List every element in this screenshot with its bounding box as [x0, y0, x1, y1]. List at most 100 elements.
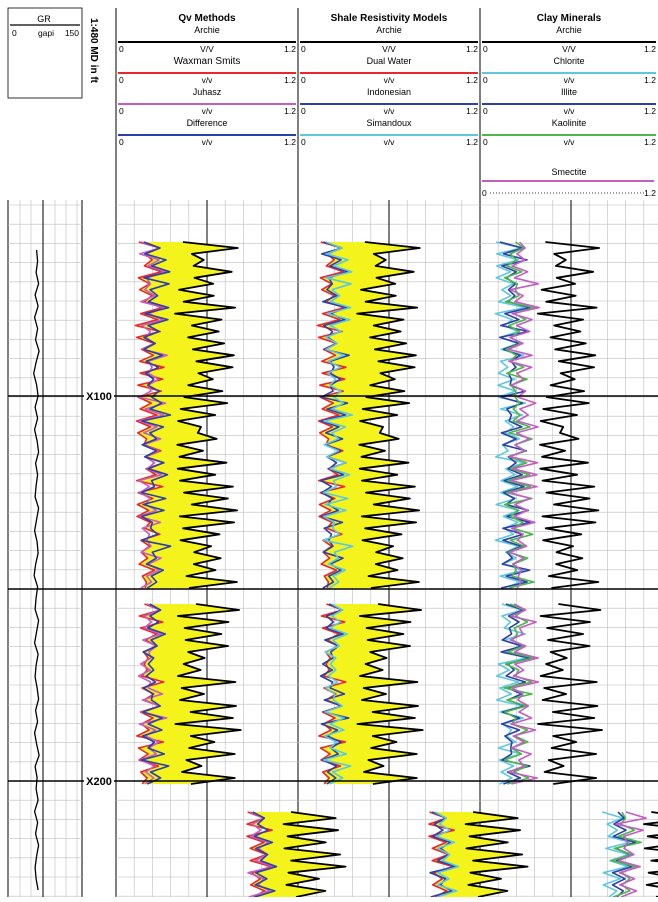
curve-min-2-3: 0 — [483, 137, 488, 147]
curve-min-2-2: 0 — [483, 106, 488, 116]
curve-min-0-1: 0 — [119, 75, 124, 85]
curve-max-1-0: 1.2 — [466, 44, 478, 54]
curve-unit-2-1: v/v — [564, 75, 576, 85]
curves — [33, 241, 658, 898]
curve-2-archie-zone-2 — [643, 811, 658, 898]
curve-name-0-1: Waxman Smits — [174, 56, 241, 67]
curve-unit-0-1: v/v — [202, 75, 214, 85]
curve-name-1-1: Dual Water — [367, 56, 412, 66]
curve-name-1-0: Archie — [376, 25, 402, 35]
gr-header-box — [7, 7, 83, 99]
curve-min-0-3: 0 — [119, 137, 124, 147]
gr-header: GR 0 gapi 150 — [7, 7, 83, 99]
curve-name-2-1: Chlorite — [553, 56, 584, 66]
curve-name-0-2: Juhasz — [193, 87, 222, 97]
curve-2-archie-zone-1 — [537, 603, 603, 785]
curve-min-0-2: 0 — [119, 106, 124, 116]
curve-0-3-zone-2 — [252, 811, 278, 898]
curve-2-4-zone-0 — [507, 241, 541, 589]
curve-name-2-2: Illite — [561, 87, 577, 97]
curve-1-2-zone-0 — [319, 241, 350, 589]
curve-max-2-2: 1.2 — [644, 106, 656, 116]
curve-1-archie-zone-2 — [464, 811, 529, 898]
gr-max: 150 — [65, 28, 79, 38]
curve-name-2-3: Kaolinite — [552, 118, 587, 128]
fill-track-1-zone-1 — [318, 604, 423, 784]
curve-unit-1-0: V/V — [382, 44, 396, 54]
curve-2-4-zone-1 — [508, 603, 540, 785]
curve-name-1-3: Simandoux — [366, 118, 412, 128]
curve-min-smectite: 0 — [482, 188, 487, 198]
fill-track-0-zone-1 — [136, 604, 241, 784]
curve-min-0-0: 0 — [119, 44, 124, 54]
gr-curve-name: GR — [37, 14, 51, 24]
curve-0-3-zone-1 — [140, 603, 170, 785]
curve-min-1-3: 0 — [301, 137, 306, 147]
curve-max-1-3: 1.2 — [466, 137, 478, 147]
curve-1-archie-zone-0 — [356, 241, 421, 589]
curve-2-3-zone-0 — [503, 241, 536, 589]
curve-min-1-2: 0 — [301, 106, 306, 116]
curve-min-2-0: 0 — [483, 44, 488, 54]
curve-min-1-1: 0 — [301, 75, 306, 85]
curve-unit-1-1: v/v — [384, 75, 396, 85]
curve-0-archie-zone-1 — [174, 603, 242, 785]
curve-0-archie-zone-0 — [174, 241, 239, 589]
curve-1-1-zone-1 — [318, 603, 347, 785]
curve-1-2-zone-1 — [319, 603, 350, 785]
fill-track-0-zone-2 — [247, 812, 346, 897]
curve-max-0-1: 1.2 — [284, 75, 296, 85]
curve-1-3-zone-2 — [434, 811, 460, 898]
depth-label-x200: X200 — [86, 776, 112, 788]
depth-label-x100: X100 — [86, 391, 112, 403]
curve-1-archie-zone-1 — [356, 603, 424, 785]
curve-max-0-2: 1.2 — [284, 106, 296, 116]
curve-0-2-zone-1 — [137, 603, 168, 785]
curve-unit-2-2: v/v — [564, 106, 576, 116]
curve-unit-2-0: V/V — [562, 44, 576, 54]
fill-track-1-zone-0 — [317, 242, 420, 588]
curve-0-3-zone-0 — [140, 241, 172, 589]
curve-max-2-0: 1.2 — [644, 44, 656, 54]
curve-unit-0-0: V/V — [200, 44, 214, 54]
gr-unit: gapi — [38, 28, 54, 38]
curve-max-2-1: 1.2 — [644, 75, 656, 85]
curve-unit-0-2: v/v — [202, 106, 214, 116]
gr-curve — [33, 249, 40, 891]
track-title-0: Qv Methods — [178, 13, 236, 24]
curve-min-1-0: 0 — [301, 44, 306, 54]
curve-1-3-zone-0 — [322, 241, 354, 589]
curve-2-4-zone-2 — [615, 811, 647, 898]
track-title-2: Clay Minerals — [537, 13, 602, 24]
depth-scale-label: 1:480 MD in ft — [88, 18, 99, 84]
track-title-1: Shale Resistivity Models — [331, 13, 448, 24]
depth-markers: X100 X200 — [8, 386, 658, 789]
track-frame — [7, 8, 481, 897]
curve-name-2-0: Archie — [556, 25, 582, 35]
gr-min: 0 — [12, 28, 17, 38]
curve-0-archie-zone-2 — [282, 811, 347, 898]
curve-unit-0-3: v/v — [202, 137, 214, 147]
curve-unit-1-2: v/v — [384, 106, 396, 116]
curve-max-0-0: 1.2 — [284, 44, 296, 54]
curve-name-0-3: Difference — [187, 118, 228, 128]
fill-track-0-zone-0 — [135, 242, 238, 588]
curve-name-smectite: Smectite — [551, 167, 586, 177]
curve-max-1-1: 1.2 — [466, 75, 478, 85]
curve-0-2-zone-0 — [137, 241, 168, 589]
curve-2-3-zone-1 — [503, 603, 535, 785]
curve-name-1-2: Indonesian — [367, 87, 411, 97]
curve-2-archie-zone-0 — [536, 241, 600, 589]
curve-unit-1-3: v/v — [384, 137, 396, 147]
curve-0-1-zone-1 — [136, 603, 165, 785]
curve-max-smectite: 1.2 — [644, 188, 656, 198]
curve-unit-2-3: v/v — [564, 137, 576, 147]
curve-1-3-zone-1 — [322, 603, 352, 785]
curve-min-2-1: 0 — [483, 75, 488, 85]
fill-track-1-zone-2 — [429, 812, 528, 897]
curve-max-2-3: 1.2 — [644, 137, 656, 147]
curve-name-0-0: Archie — [194, 25, 220, 35]
